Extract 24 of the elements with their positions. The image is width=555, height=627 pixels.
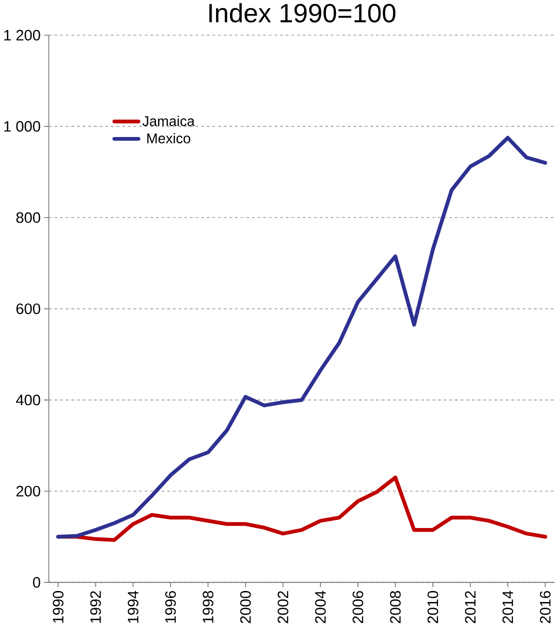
y-tick-label: 400 xyxy=(16,394,40,406)
x-tick-label: 1990 xyxy=(52,591,64,623)
x-tick-label: 2008 xyxy=(390,591,401,624)
x-tick-label: 2004 xyxy=(315,590,326,624)
chart-title: Index 1990=100 xyxy=(209,3,396,22)
legend-label: Mexico xyxy=(147,133,190,144)
y-tick-label: 1 000 xyxy=(4,121,40,132)
y-tick-label: 0 xyxy=(32,577,40,588)
y-tick-label: 1 200 xyxy=(4,30,40,41)
x-tick-label: 2012 xyxy=(464,591,476,624)
y-tick-label: 600 xyxy=(16,303,40,314)
x-tick-label: 1994 xyxy=(128,590,138,623)
y-tick-label: 200 xyxy=(16,486,40,497)
x-tick-label: 1996 xyxy=(165,591,176,623)
x-tick-label: 1992 xyxy=(90,591,101,623)
x-tick-label: 2016 xyxy=(540,591,551,624)
x-tick-label: 2002 xyxy=(278,591,288,624)
legend-label: Jamaica xyxy=(142,116,195,126)
x-tick-label: 2000 xyxy=(240,591,251,624)
x-tick-label: 2010 xyxy=(427,591,438,624)
x-tick-label: 2014 xyxy=(502,590,514,624)
x-tick-label: 2006 xyxy=(352,591,364,624)
y-tick-label: 800 xyxy=(16,212,40,223)
x-tick-label: 1998 xyxy=(202,591,214,623)
